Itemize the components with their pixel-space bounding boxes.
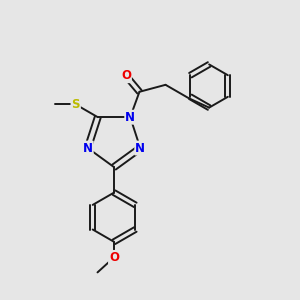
Text: N: N <box>83 142 93 154</box>
Text: S: S <box>71 98 80 111</box>
Text: O: O <box>109 251 119 264</box>
Text: O: O <box>121 69 131 82</box>
Text: N: N <box>135 142 145 154</box>
Text: N: N <box>125 111 135 124</box>
